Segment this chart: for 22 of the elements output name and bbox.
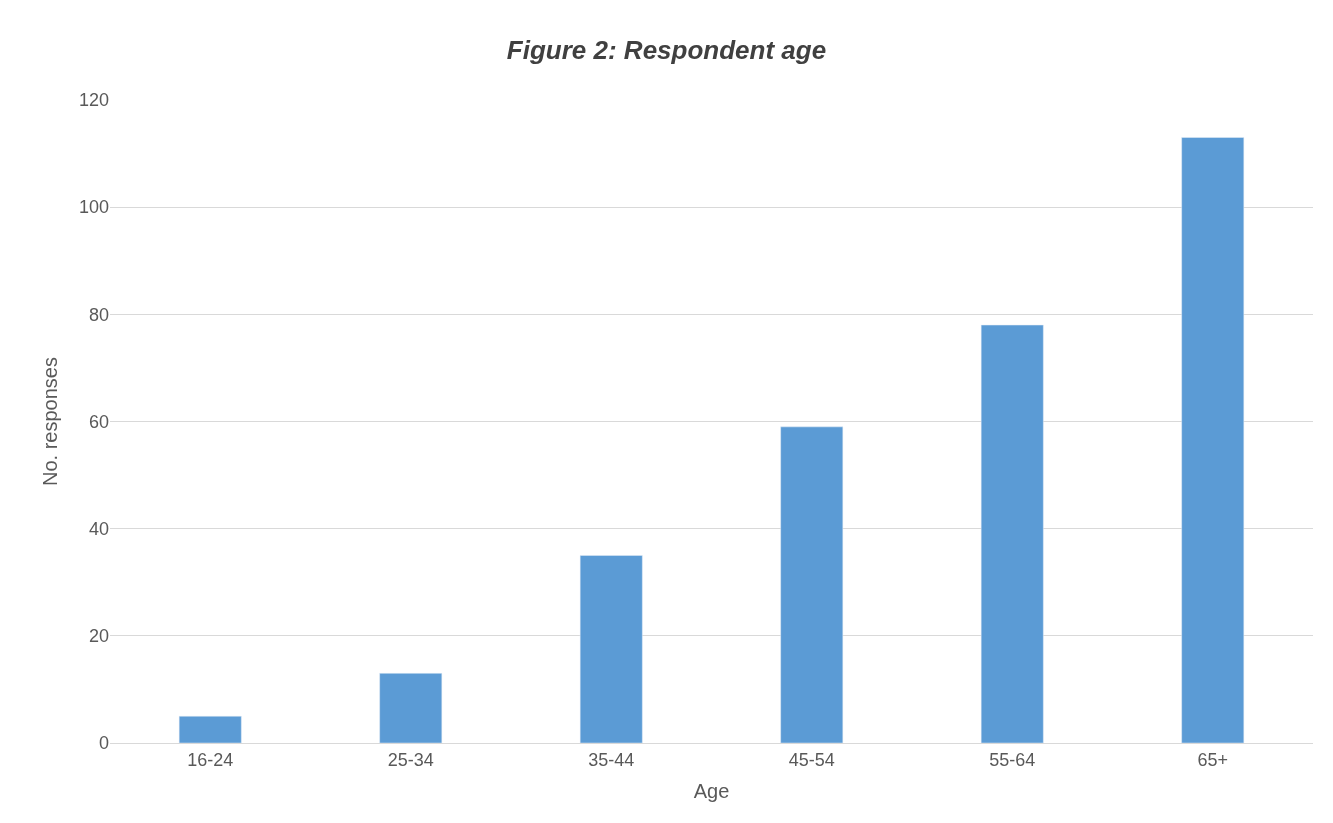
- bar: [579, 555, 643, 743]
- x-tick-label: 45-54: [788, 749, 835, 770]
- y-tick-label: 80: [88, 304, 109, 325]
- bar: [178, 715, 242, 743]
- y-axis-title: No. responses: [39, 357, 62, 486]
- x-tick-label: 25-34: [387, 749, 434, 770]
- bar: [780, 426, 844, 743]
- bar: [1181, 137, 1245, 743]
- x-tick-label: 16-24: [187, 749, 234, 770]
- y-tick-label: 120: [78, 90, 109, 111]
- y-tick-label: 100: [78, 197, 109, 218]
- y-tick-label: 20: [88, 626, 109, 647]
- y-tick-label: 0: [98, 733, 109, 754]
- x-tick-label: 65+: [1197, 749, 1229, 770]
- y-tick-label: 40: [88, 518, 109, 539]
- x-tick-label: 55-64: [989, 749, 1036, 770]
- x-tick-label: 35-44: [588, 749, 635, 770]
- x-axis-title: Age: [693, 780, 730, 803]
- bar: [980, 324, 1044, 743]
- y-tick-label: 60: [88, 411, 109, 432]
- bar: [379, 673, 443, 743]
- chart-title: Figure 2: Respondent age: [506, 35, 827, 66]
